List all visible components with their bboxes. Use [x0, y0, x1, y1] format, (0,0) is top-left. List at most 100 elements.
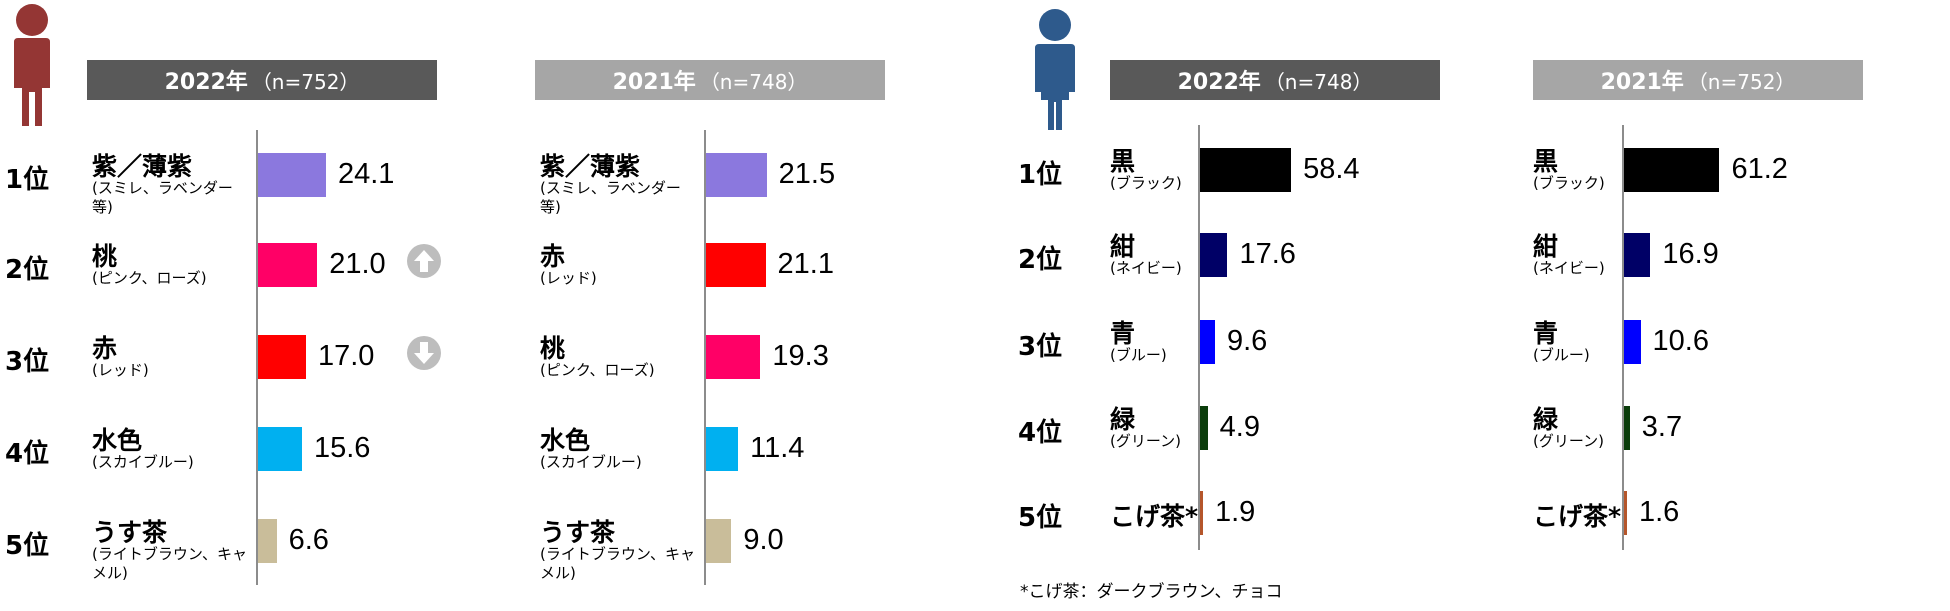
bar-value-label: 58.4 — [1303, 153, 1360, 185]
category-sublabel: (ブルー) — [1533, 346, 1590, 364]
chart-axis-female-2021 — [704, 130, 706, 585]
category-sublabel: (スミレ、ラベンダー等) — [92, 179, 233, 216]
chart-header-male-2021: 2021年 （n=752） — [1533, 60, 1863, 100]
category-label: 紺 — [1110, 232, 1136, 261]
bar-male-2021 — [1624, 320, 1641, 364]
bar-value-label: 24.1 — [337, 158, 395, 190]
chart-axis-male-2021 — [1622, 125, 1624, 550]
bar-value-label: 4.9 — [1219, 411, 1260, 443]
header-year: 2021年 — [612, 70, 696, 95]
category-sublabel: (スカイブルー) — [92, 453, 194, 471]
category-sublabel: (ブルー) — [1110, 346, 1167, 364]
bar-value-label: 21.0 — [329, 248, 386, 280]
bar-male-2022 — [1200, 320, 1215, 364]
category-label: 赤 — [540, 242, 566, 271]
bar-male-2022 — [1200, 491, 1203, 535]
bar-value-label: 16.9 — [1662, 238, 1719, 270]
footnote: *こげ茶：ダークブラウン、チョコ — [1020, 582, 1283, 602]
category-label: 紺 — [1533, 232, 1559, 261]
bar-female-2022 — [258, 335, 306, 379]
category-label: こげ茶* — [1110, 502, 1199, 531]
female-person-icon — [14, 4, 50, 126]
bar-value-label: 1.6 — [1639, 496, 1680, 528]
category-sublabel: (ライトブラウン、キャメル) — [540, 545, 695, 582]
female-rank-label: 4位 — [5, 439, 50, 469]
category-sublabel: (レッド) — [540, 269, 597, 287]
category-label: 紫／薄紫 — [92, 152, 193, 181]
category-label: 緑 — [1533, 405, 1559, 434]
female-rank-label: 1位 — [5, 165, 50, 195]
bar-value-label: 10.6 — [1652, 325, 1709, 357]
female-rank-label: 2位 — [5, 255, 50, 285]
bar-value-label: 17.6 — [1239, 238, 1296, 270]
bar-male-2021 — [1624, 148, 1720, 192]
bar-female-2022 — [258, 243, 318, 287]
category-sublabel: (ネイビー) — [1110, 259, 1182, 277]
header-sample-size: （n=752） — [1687, 69, 1796, 94]
female-rank-label: 3位 — [5, 347, 50, 377]
bar-value-label: 11.4 — [750, 432, 805, 464]
category-sublabel: (グリーン) — [1533, 432, 1604, 450]
category-label: 桃 — [92, 242, 118, 271]
bar-value-label: 3.7 — [1641, 411, 1683, 443]
male-rank-label: 1位 — [1018, 160, 1063, 190]
bar-male-2021 — [1624, 233, 1651, 277]
category-label: 赤 — [92, 334, 118, 363]
category-label: 水色 — [92, 426, 143, 455]
bar-value-label: 21.1 — [777, 248, 834, 280]
bar-value-label: 9.6 — [1226, 325, 1268, 357]
male-person-icon — [1035, 9, 1075, 130]
category-sublabel: (ライトブラウン、キャメル) — [92, 545, 247, 582]
category-sublabel: (スカイブルー) — [540, 453, 642, 471]
chart-header-female-2021: 2021年 （n=748） — [535, 60, 885, 100]
category-sublabel: (ピンク、ローズ) — [92, 269, 207, 287]
bar-female-2021 — [706, 519, 732, 563]
category-sublabel: (ネイビー) — [1533, 259, 1605, 277]
arrow-down-icon — [407, 336, 441, 370]
bar-value-label: 19.3 — [772, 340, 829, 372]
category-label: こげ茶* — [1533, 502, 1622, 531]
bar-value-label: 15.6 — [313, 432, 371, 464]
bar-female-2022 — [258, 519, 277, 563]
bar-male-2022 — [1200, 233, 1228, 277]
bar-female-2021 — [706, 427, 739, 471]
chart-axis-male-2022 — [1198, 125, 1200, 550]
category-label: うす茶 — [92, 518, 168, 547]
category-sublabel: (ブラック) — [1533, 174, 1605, 192]
arrow-up-icon — [407, 244, 441, 278]
category-sublabel: (グリーン) — [1110, 432, 1181, 450]
male-rank-label: 5位 — [1018, 503, 1063, 533]
category-label: 青 — [1533, 319, 1559, 348]
female-rank-label: 5位 — [5, 531, 50, 561]
bar-value-label: 21.5 — [778, 158, 836, 190]
category-label: うす茶 — [540, 518, 616, 547]
male-rank-label: 2位 — [1018, 245, 1063, 275]
category-label: 桃 — [540, 334, 566, 363]
bar-male-2021 — [1624, 406, 1630, 450]
category-label: 緑 — [1110, 405, 1136, 434]
category-sublabel: (ブラック) — [1110, 174, 1182, 192]
male-rank-label: 4位 — [1018, 418, 1063, 448]
category-label: 黒 — [1533, 147, 1559, 176]
category-sublabel: (レッド) — [92, 361, 149, 379]
chart-header-male-2022: 2022年 （n=748） — [1110, 60, 1440, 100]
bar-male-2021 — [1624, 491, 1627, 535]
bar-female-2022 — [258, 153, 326, 197]
header-sample-size: （n=748） — [699, 69, 808, 94]
category-label: 紫／薄紫 — [540, 152, 641, 181]
header-year: 2022年 — [164, 70, 248, 95]
bar-value-label: 61.2 — [1731, 153, 1788, 185]
bar-value-label: 1.9 — [1215, 496, 1256, 528]
bar-female-2022 — [258, 427, 302, 471]
bar-value-label: 9.0 — [743, 524, 784, 556]
category-label: 黒 — [1110, 147, 1136, 176]
header-year: 2021年 — [1600, 70, 1684, 95]
category-sublabel: (ピンク、ローズ) — [540, 361, 655, 379]
bar-female-2021 — [706, 335, 761, 379]
category-label: 青 — [1110, 319, 1136, 348]
header-sample-size: （n=748） — [1264, 69, 1373, 94]
chart-axis-female-2022 — [256, 130, 258, 585]
category-label: 水色 — [540, 426, 591, 455]
header-sample-size: （n=752） — [251, 69, 360, 94]
category-sublabel: (スミレ、ラベンダー等) — [540, 179, 681, 216]
